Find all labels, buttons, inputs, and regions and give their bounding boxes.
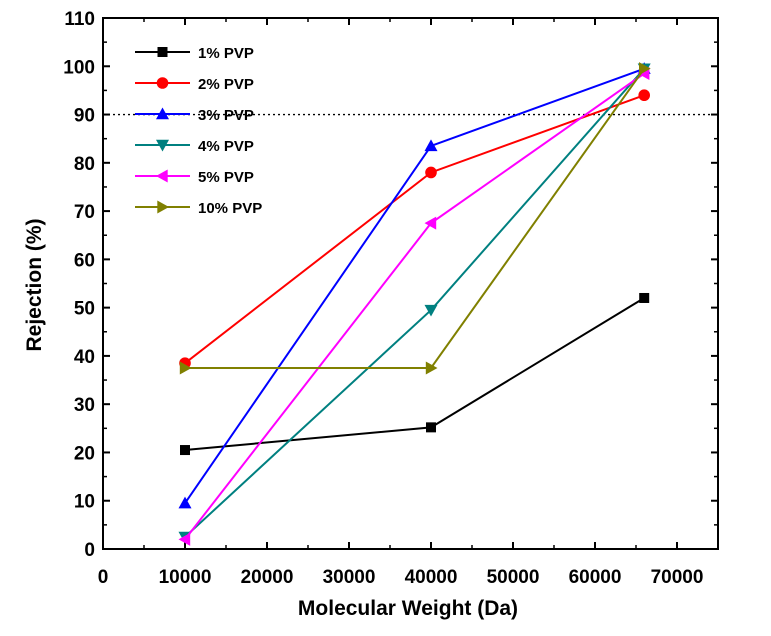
y-axis-ticks: 0 10 20 30 40 50 60 70 80 90 100 110 (63, 9, 718, 561)
legend-entry: 3% PVP (135, 107, 254, 124)
plot-area (102, 17, 719, 550)
y-tick-label: 30 (74, 395, 95, 416)
x-tick-label: 70000 (651, 567, 704, 588)
data-point (639, 292, 650, 303)
series-layer (178, 62, 651, 546)
series-line (184, 72, 645, 540)
y-tick-label: 90 (74, 106, 95, 127)
data-point (425, 361, 438, 375)
legend-entry: 2% PVP (135, 76, 254, 93)
data-point (425, 166, 437, 179)
y-tick-label: 110 (64, 9, 95, 30)
data-point (638, 89, 650, 102)
y-tick-label: 50 (74, 299, 95, 320)
y-tick-label: 10 (74, 492, 95, 513)
legend-label: 2% PVP (198, 76, 254, 93)
data-point (424, 216, 437, 230)
data-point (178, 532, 191, 546)
series-3 (178, 63, 651, 544)
legend-marker (156, 107, 169, 120)
plot-frame (102, 17, 719, 550)
series-line (184, 94, 645, 364)
legend-label: 1% PVP (198, 45, 254, 62)
x-tick-label: 10000 (159, 567, 212, 588)
legend-label: 3% PVP (198, 107, 254, 124)
x-tick-label: 30000 (323, 567, 376, 588)
series-line (184, 68, 645, 538)
series-line (184, 67, 645, 504)
data-point (426, 422, 436, 433)
data-point (180, 445, 190, 456)
data-point (639, 62, 651, 76)
legend-label: 4% PVP (198, 138, 254, 155)
x-tick-label: 60000 (569, 567, 622, 588)
y-tick-label: 80 (74, 154, 95, 175)
data-point (424, 304, 438, 317)
y-tick-label: 100 (63, 57, 95, 78)
data-point (424, 139, 438, 152)
x-axis-ticks: 0 10000 20000 30000 40000 50000 60000 70000 (98, 18, 704, 588)
legend-entry: 10% PVP (135, 200, 262, 217)
series-5 (179, 62, 651, 375)
legend-marker (157, 200, 169, 214)
x-tick-label: 0 (98, 567, 109, 588)
y-axis-title: Rejection (%) (23, 218, 46, 351)
y-tick-label: 40 (74, 347, 95, 368)
legend-marker (156, 139, 169, 152)
x-axis-title: Molecular Weight (Da) (298, 597, 518, 620)
legend-entry: 5% PVP (135, 169, 254, 186)
series-1 (179, 89, 650, 369)
series-2 (178, 62, 651, 509)
x-tick-label: 50000 (487, 567, 540, 588)
legend-entry: 1% PVP (135, 45, 254, 62)
x-tick-label: 20000 (241, 567, 294, 588)
legend: 1% PVP 2% PVP 3% PVP 4% PVP 5% PVP 10% PVP (135, 45, 262, 217)
series-line (185, 68, 646, 369)
data-point (178, 496, 192, 509)
x-tick-label: 40000 (405, 567, 458, 588)
legend-label: 10% PVP (198, 200, 262, 217)
legend-label: 5% PVP (198, 169, 254, 186)
legend-entry: 4% PVP (135, 138, 254, 155)
y-tick-label: 0 (84, 540, 95, 561)
y-tick-label: 60 (74, 250, 95, 271)
y-tick-label: 20 (74, 443, 95, 464)
series-line (184, 297, 645, 452)
data-point (179, 361, 192, 375)
legend-marker (157, 47, 168, 57)
y-tick-label: 70 (74, 202, 95, 223)
legend-marker (156, 77, 169, 89)
series-0 (180, 292, 650, 456)
legend-marker (156, 169, 168, 183)
